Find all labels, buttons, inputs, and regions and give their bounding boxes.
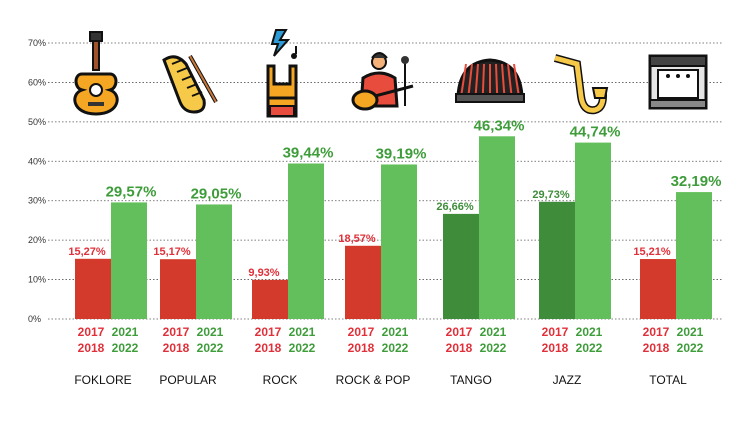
value-label: 39,44% <box>283 144 334 161</box>
bar <box>381 164 417 319</box>
y-tick-label: 50% <box>28 117 46 127</box>
year-label: 2022 <box>576 341 603 355</box>
year-label: 2021 <box>677 325 704 339</box>
value-label: 9,93% <box>248 267 279 279</box>
year-label: 2017 <box>348 325 375 339</box>
year-label: 2018 <box>348 341 375 355</box>
bar <box>160 259 196 319</box>
y-tick-label: 60% <box>28 77 46 87</box>
bar <box>676 192 712 319</box>
value-label: 26,66% <box>436 201 474 213</box>
category-icons <box>73 29 708 118</box>
value-label: 44,74% <box>570 124 621 141</box>
value-label: 15,17% <box>153 246 191 258</box>
y-tick-label: 40% <box>28 156 46 166</box>
category-label: JAZZ <box>553 373 582 387</box>
value-label: 18,57% <box>338 233 376 245</box>
y-tick-label: 10% <box>28 275 46 285</box>
category-label: TOTAL <box>649 373 687 387</box>
bar <box>575 142 611 319</box>
bar <box>539 201 575 319</box>
bar <box>640 259 676 319</box>
year-label: 2017 <box>446 325 473 339</box>
year-label: 2018 <box>542 341 569 355</box>
y-tick-label: 20% <box>28 235 46 245</box>
value-label: 39,19% <box>376 145 427 162</box>
year-label: 2021 <box>480 325 507 339</box>
bar <box>111 202 147 319</box>
category-labels: FOKLORE POPULAR ROCK ROCK & POP TANGO JAZZ TOT… <box>74 373 687 387</box>
year-label: 2017 <box>255 325 282 339</box>
year-label: 2022 <box>480 341 507 355</box>
bars <box>75 136 712 319</box>
value-label: 15,27% <box>68 246 106 258</box>
value-label: 29,05% <box>191 185 242 202</box>
year-label: 2022 <box>112 341 139 355</box>
year-label: 2021 <box>197 325 224 339</box>
year-labels: 2017 2018 2021 2022 2017 2018 2021 2022 2017 2018… <box>78 325 704 355</box>
value-label: 29,73% <box>532 189 570 201</box>
value-label: 46,34% <box>474 117 525 134</box>
year-label: 2018 <box>163 341 190 355</box>
y-axis-ticks: 0% 10% 20% 30% 40% 50% 60% 70% <box>28 38 46 324</box>
category-label: POPULAR <box>159 373 217 387</box>
guiro-icon <box>162 55 218 114</box>
year-label: 2021 <box>576 325 603 339</box>
stage-icon <box>648 54 708 110</box>
year-label: 2022 <box>382 341 409 355</box>
year-label: 2022 <box>289 341 316 355</box>
bar <box>288 163 324 319</box>
year-label: 2022 <box>677 341 704 355</box>
year-label: 2018 <box>78 341 105 355</box>
year-label: 2021 <box>289 325 316 339</box>
value-label: 15,21% <box>633 246 671 258</box>
year-label: 2017 <box>643 325 670 339</box>
value-label: 32,19% <box>671 173 722 190</box>
rock-hand-icon <box>266 29 298 118</box>
bar <box>252 279 288 319</box>
year-label: 2018 <box>643 341 670 355</box>
value-label: 29,57% <box>106 183 157 200</box>
y-tick-label: 0% <box>28 314 41 324</box>
year-label: 2022 <box>197 341 224 355</box>
bar <box>196 204 232 319</box>
y-tick-label: 70% <box>28 38 46 48</box>
year-label: 2021 <box>382 325 409 339</box>
bar <box>479 136 515 319</box>
year-label: 2018 <box>446 341 473 355</box>
year-label: 2017 <box>542 325 569 339</box>
year-label: 2021 <box>112 325 139 339</box>
saxophone-icon <box>553 54 609 115</box>
bar <box>75 258 111 319</box>
year-label: 2018 <box>255 341 282 355</box>
guitar-icon <box>73 31 119 116</box>
bar <box>443 213 479 319</box>
value-labels: 15,27% 29,57% 15,17% 29,05% 9,93% 39,44% 18,57… <box>68 117 721 279</box>
bar <box>345 245 381 319</box>
y-tick-label: 30% <box>28 196 46 206</box>
category-label: FOKLORE <box>74 373 131 387</box>
bandoneon-icon <box>455 58 525 103</box>
category-label: ROCK & POP <box>336 373 411 387</box>
guitar-singer-icon <box>351 52 414 111</box>
category-label: ROCK <box>263 373 298 387</box>
category-label: TANGO <box>450 373 492 387</box>
year-label: 2017 <box>163 325 190 339</box>
year-label: 2017 <box>78 325 105 339</box>
